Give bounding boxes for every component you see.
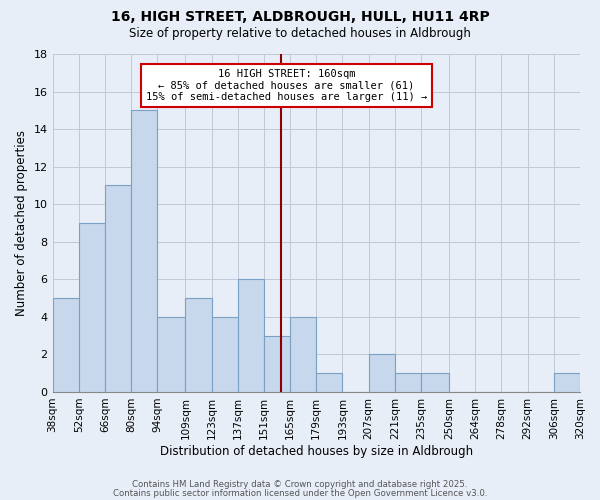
Text: 16, HIGH STREET, ALDBROUGH, HULL, HU11 4RP: 16, HIGH STREET, ALDBROUGH, HULL, HU11 4…	[110, 10, 490, 24]
Bar	[212, 317, 238, 392]
Text: 16 HIGH STREET: 160sqm
← 85% of detached houses are smaller (61)
15% of semi-det: 16 HIGH STREET: 160sqm ← 85% of detached…	[146, 69, 427, 102]
Bar	[157, 317, 185, 392]
Text: Contains public sector information licensed under the Open Government Licence v3: Contains public sector information licen…	[113, 490, 487, 498]
Y-axis label: Number of detached properties: Number of detached properties	[15, 130, 28, 316]
Bar	[185, 298, 212, 392]
Text: Size of property relative to detached houses in Aldbrough: Size of property relative to detached ho…	[129, 28, 471, 40]
Text: Contains HM Land Registry data © Crown copyright and database right 2025.: Contains HM Land Registry data © Crown c…	[132, 480, 468, 489]
Bar	[79, 223, 105, 392]
Bar	[131, 110, 157, 392]
Bar	[264, 336, 290, 392]
Bar	[105, 186, 131, 392]
Bar	[316, 373, 343, 392]
Bar	[290, 317, 316, 392]
Bar	[395, 373, 421, 392]
X-axis label: Distribution of detached houses by size in Aldbrough: Distribution of detached houses by size …	[160, 444, 473, 458]
Bar	[53, 298, 79, 392]
Bar	[238, 280, 264, 392]
Bar	[554, 373, 580, 392]
Bar	[421, 373, 449, 392]
Bar	[368, 354, 395, 392]
